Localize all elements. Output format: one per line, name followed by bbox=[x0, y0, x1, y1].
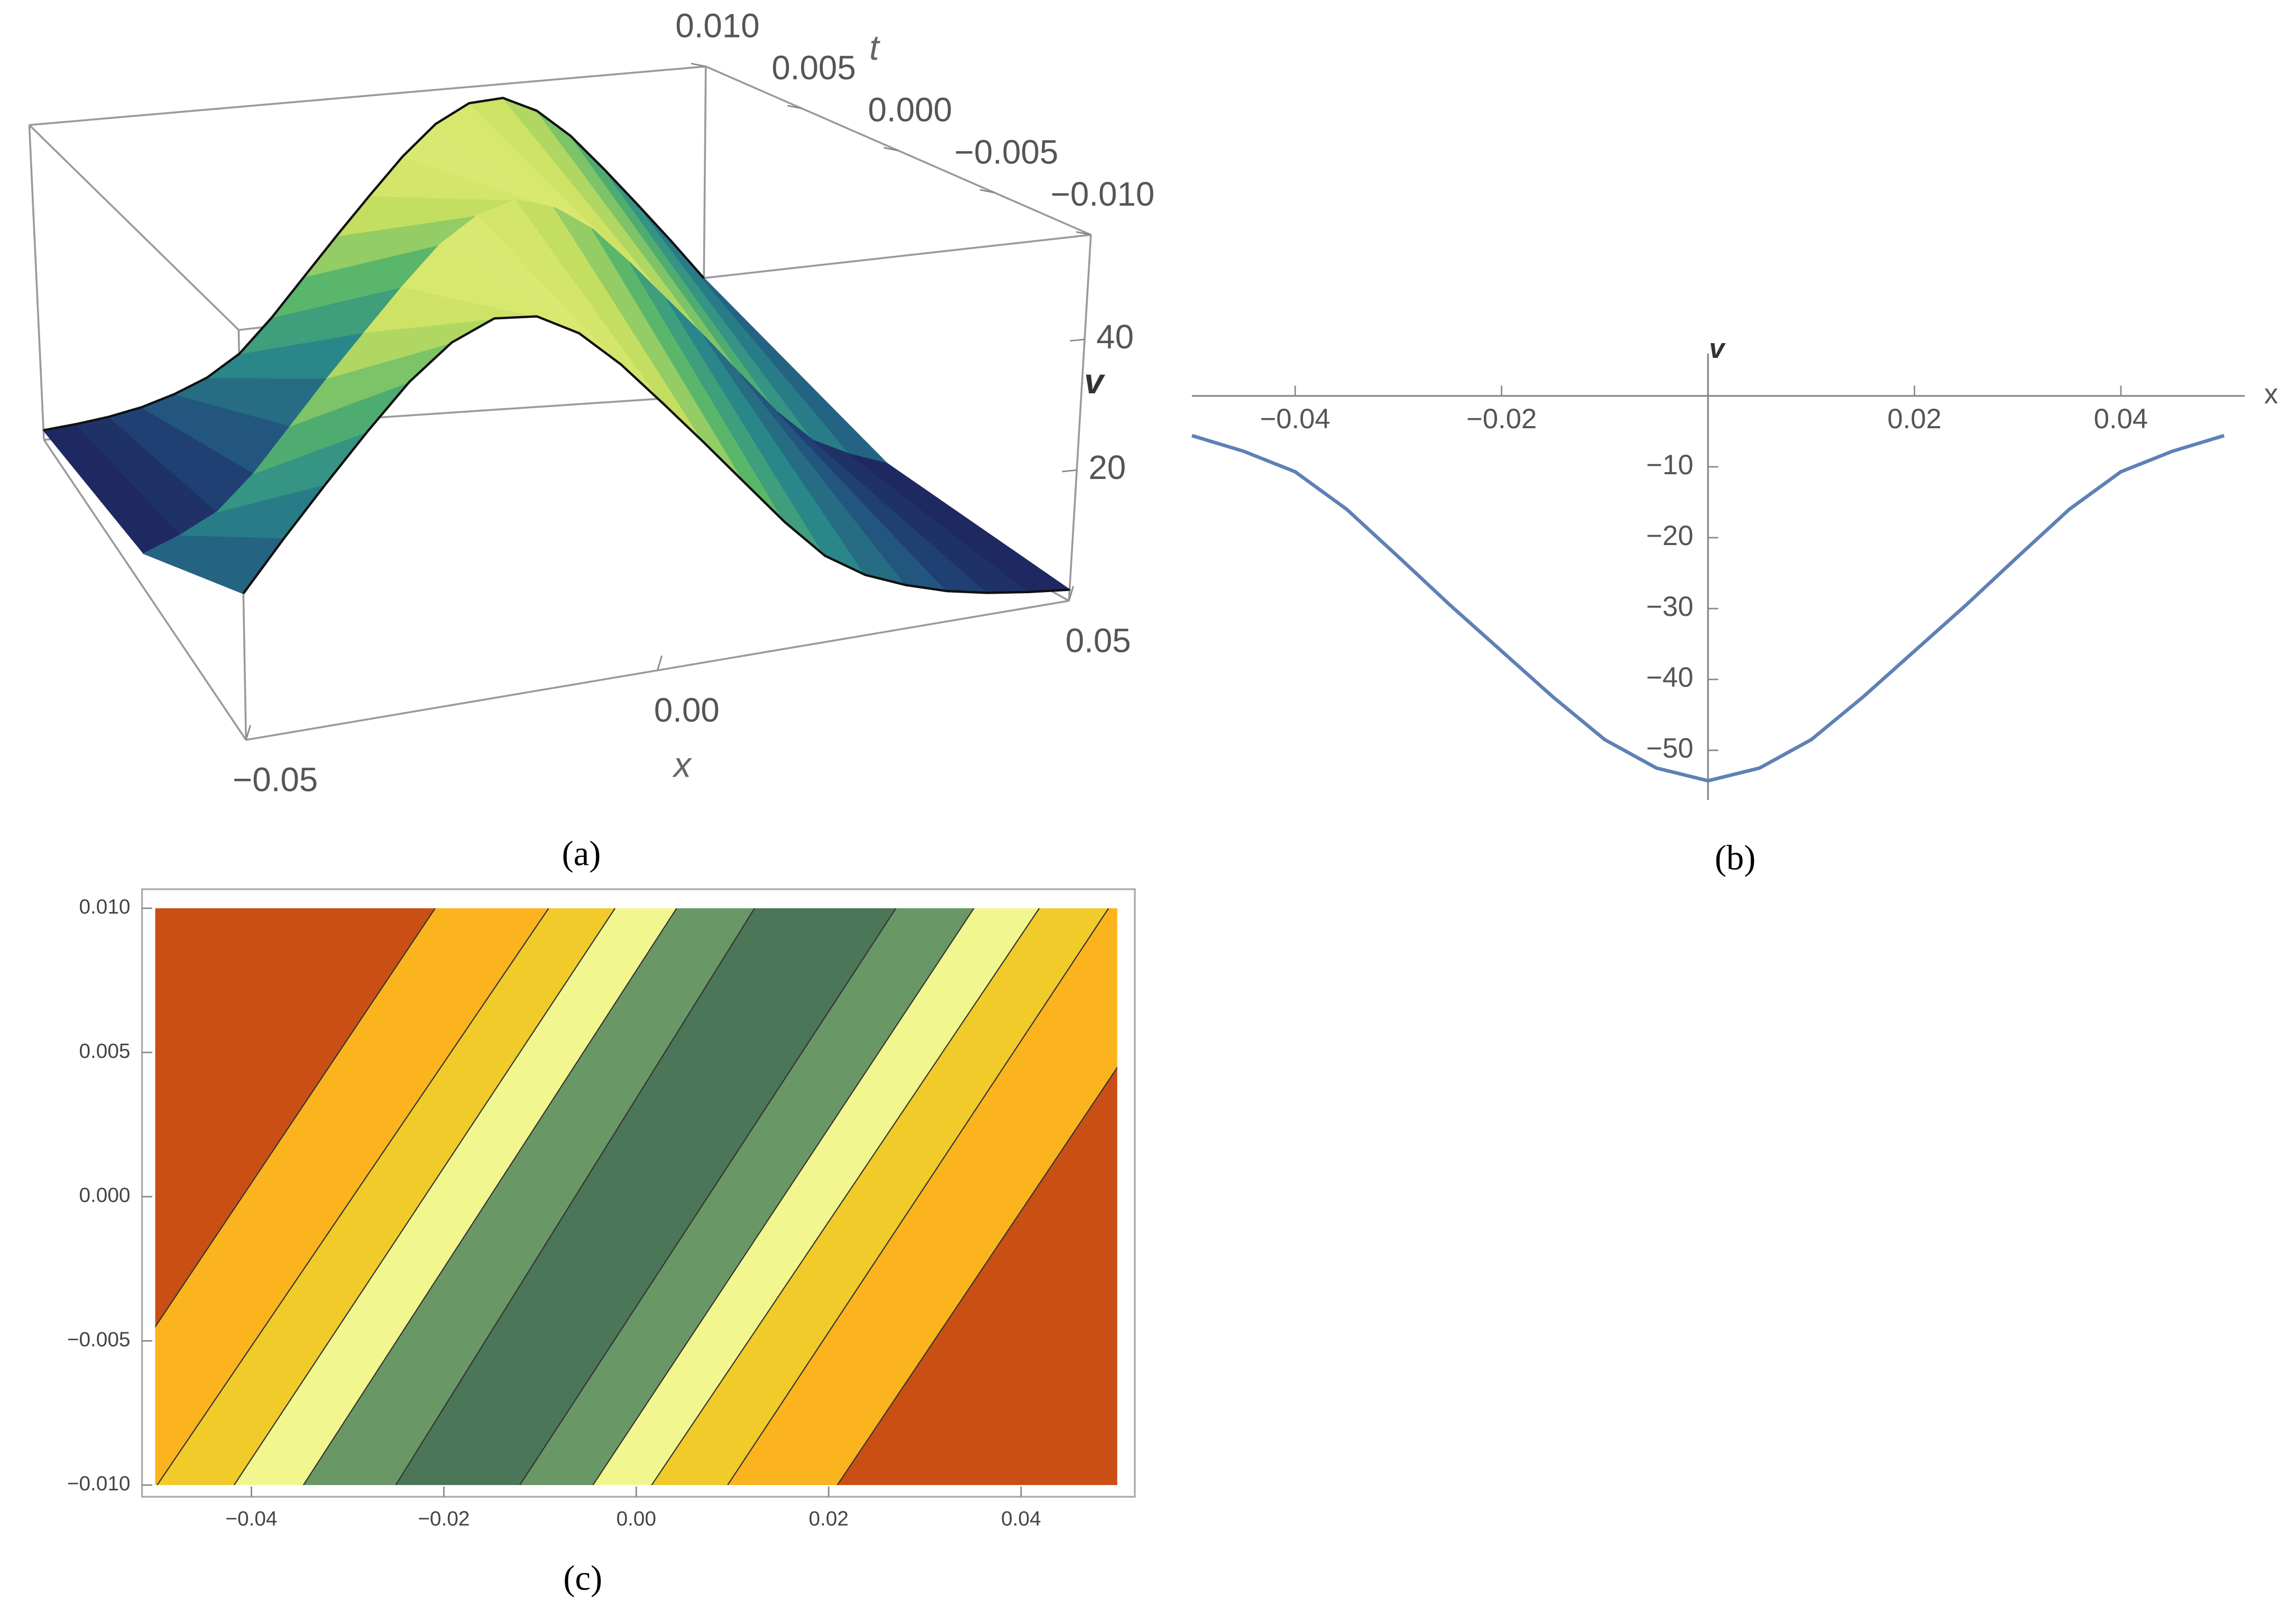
x-tick-label: 0.02 bbox=[809, 1508, 848, 1531]
box-edge bbox=[28, 125, 45, 440]
y-axis-label: t bbox=[869, 29, 880, 68]
contour-line bbox=[157, 908, 549, 1485]
y-tick-label: −0.010 bbox=[1051, 176, 1155, 213]
frame bbox=[141, 888, 1136, 1498]
x-tick-label: −0.04 bbox=[1260, 403, 1330, 435]
caption: (c) bbox=[563, 1559, 602, 1598]
box-edge bbox=[29, 124, 240, 331]
y-tick-label: −0.005 bbox=[954, 133, 1059, 171]
y-tick bbox=[979, 189, 995, 193]
y-tick-label: −30 bbox=[1646, 591, 1693, 622]
contour-line bbox=[155, 908, 436, 1328]
x-tick-label: 0.02 bbox=[1887, 403, 1941, 435]
contour-line bbox=[233, 908, 616, 1485]
x-tick bbox=[1068, 586, 1074, 601]
x-tick-label: 0.00 bbox=[616, 1508, 656, 1531]
caption: (a) bbox=[562, 834, 601, 873]
y-tick-label: −40 bbox=[1646, 662, 1693, 693]
z-tick-label: 20 bbox=[1088, 449, 1126, 486]
contour-line bbox=[519, 908, 897, 1485]
contour-line bbox=[395, 908, 755, 1485]
y-tick bbox=[691, 62, 706, 68]
contour-line bbox=[302, 908, 677, 1485]
box-edge bbox=[43, 439, 247, 741]
x-tick-label: −0.02 bbox=[1466, 403, 1537, 435]
surface-edge bbox=[242, 315, 1070, 594]
surface-edge bbox=[43, 97, 705, 431]
y-tick-label: 0.010 bbox=[79, 896, 130, 918]
x-tick-label: 0.04 bbox=[2094, 403, 2148, 435]
x-tick bbox=[657, 655, 663, 671]
plot-area bbox=[155, 908, 1117, 1485]
contour-line bbox=[837, 1066, 1117, 1485]
contour-line bbox=[651, 908, 1040, 1485]
y-tick bbox=[1076, 231, 1091, 236]
z-axis-label: v bbox=[1084, 362, 1105, 401]
x-axis-label: x bbox=[2264, 379, 2278, 410]
contour-line bbox=[727, 908, 1109, 1485]
caption: (b) bbox=[1715, 839, 1756, 878]
box-edge bbox=[1068, 235, 1092, 601]
y-axis-label: v bbox=[1709, 333, 1726, 364]
x-tick-label: −0.02 bbox=[418, 1508, 470, 1531]
y-tick-label: −20 bbox=[1646, 520, 1693, 551]
surface-patch bbox=[142, 534, 286, 594]
z-tick bbox=[1070, 338, 1085, 342]
y-tick-label: 0.000 bbox=[868, 91, 952, 129]
box-edge bbox=[29, 65, 706, 126]
y-tick-label: −10 bbox=[1646, 449, 1693, 481]
y-tick bbox=[787, 105, 803, 109]
y-tick-label: 0.005 bbox=[79, 1040, 130, 1063]
x-tick-label: 0.05 bbox=[1066, 622, 1131, 660]
x-tick-label: 0.04 bbox=[1001, 1508, 1041, 1531]
x-tick-label: −0.05 bbox=[233, 761, 318, 799]
y-tick-label: −0.010 bbox=[67, 1472, 131, 1495]
z-tick bbox=[1062, 469, 1077, 473]
y-tick bbox=[883, 147, 899, 152]
x-tick bbox=[245, 725, 251, 740]
x-axis-label: x bbox=[672, 746, 693, 785]
x-tick-label: −0.04 bbox=[225, 1508, 277, 1531]
y-tick-label: 0.010 bbox=[675, 7, 759, 45]
y-tick-label: −0.005 bbox=[67, 1328, 131, 1351]
y-tick-label: −50 bbox=[1646, 733, 1693, 764]
x-tick-label: 0.00 bbox=[654, 692, 720, 729]
z-tick-label: 40 bbox=[1096, 318, 1134, 356]
y-tick-label: 0.005 bbox=[772, 49, 856, 87]
contour-line bbox=[592, 908, 975, 1485]
y-tick-label: 0.000 bbox=[79, 1184, 130, 1207]
line bbox=[1191, 434, 2225, 783]
